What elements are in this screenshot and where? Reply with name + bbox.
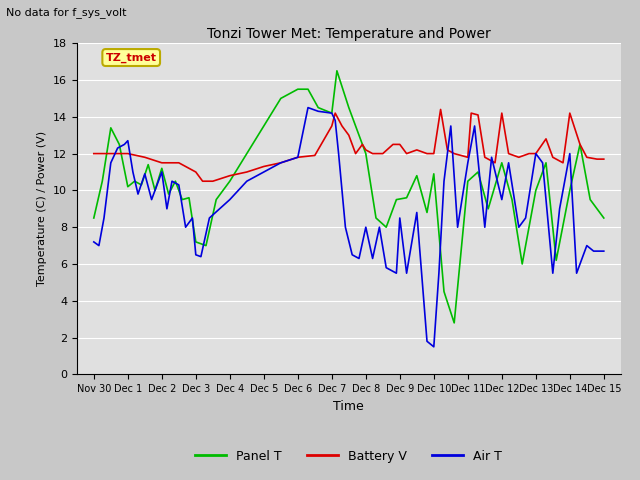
Battery V — [436, 107, 444, 112]
Panel T — [600, 215, 607, 221]
Battery V — [474, 112, 482, 118]
Panel T — [464, 178, 472, 184]
Line: Air T: Air T — [94, 108, 604, 347]
Air T — [120, 142, 128, 147]
Battery V — [338, 123, 346, 129]
Battery V — [199, 178, 207, 184]
Text: TZ_tmet: TZ_tmet — [106, 52, 157, 63]
Battery V — [498, 110, 506, 116]
X-axis label: Time: Time — [333, 400, 364, 413]
Battery V — [90, 151, 98, 156]
Line: Panel T: Panel T — [94, 71, 604, 323]
Panel T — [423, 210, 431, 216]
Air T — [332, 118, 339, 123]
Panel T — [202, 243, 210, 249]
Panel T — [333, 68, 340, 73]
Line: Battery V: Battery V — [94, 109, 604, 181]
Battery V — [332, 110, 339, 116]
Air T — [600, 248, 607, 254]
Air T — [304, 105, 312, 110]
Panel T — [172, 178, 179, 184]
Title: Tonzi Tower Met: Temperature and Power: Tonzi Tower Met: Temperature and Power — [207, 27, 491, 41]
Air T — [430, 344, 438, 349]
Y-axis label: Temperature (C) / Power (V): Temperature (C) / Power (V) — [37, 131, 47, 287]
Battery V — [593, 156, 601, 162]
Air T — [90, 239, 98, 245]
Panel T — [586, 197, 594, 203]
Panel T — [90, 215, 98, 221]
Panel T — [451, 320, 458, 326]
Air T — [182, 224, 189, 230]
Legend: Panel T, Battery V, Air T: Panel T, Battery V, Air T — [190, 444, 508, 468]
Text: No data for f_sys_volt: No data for f_sys_volt — [6, 7, 127, 18]
Air T — [498, 197, 506, 203]
Air T — [328, 110, 335, 116]
Battery V — [600, 156, 607, 162]
Air T — [205, 215, 213, 221]
Panel T — [212, 197, 220, 203]
Battery V — [277, 160, 285, 166]
